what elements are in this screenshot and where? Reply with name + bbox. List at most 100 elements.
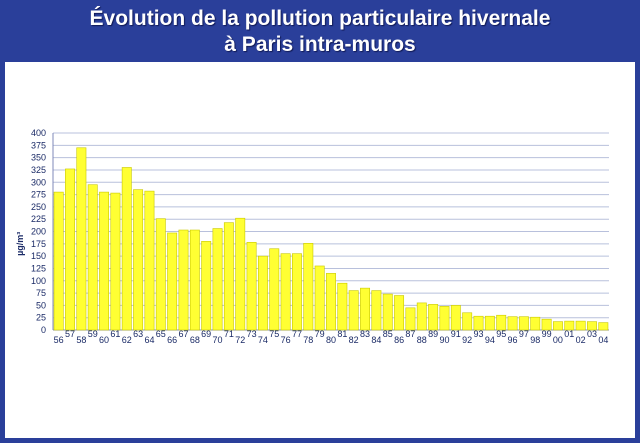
bar: [144, 190, 155, 331]
x-tick-label: 01: [564, 329, 574, 339]
bar: [167, 232, 178, 331]
x-tick-label: 82: [349, 335, 359, 345]
bar: [246, 242, 257, 331]
bar: [133, 189, 144, 331]
y-axis-label: µg/m³: [15, 232, 25, 256]
bar: [360, 287, 370, 331]
y-tick-label: 75: [36, 288, 46, 298]
x-tick-label: 61: [110, 329, 120, 339]
x-tick-label: 74: [258, 335, 268, 345]
y-tick-label: 200: [31, 227, 46, 237]
x-tick-label: 75: [269, 329, 279, 339]
chart-title-line-1: Évolution de la pollution particulaire h…: [89, 7, 551, 30]
y-tick-label: 25: [36, 313, 46, 323]
bar: [462, 312, 473, 331]
x-tick-label: 60: [99, 335, 109, 345]
x-tick-label: 98: [530, 335, 540, 345]
bar: [314, 265, 325, 331]
chart-panel: 0 25 50 75 100 125 150 175 200 225 250 275 300 325 350…: [5, 62, 635, 438]
x-tick-label: 95: [496, 329, 506, 339]
x-tick-label: 79: [315, 329, 325, 339]
y-tick-label: 400: [31, 128, 46, 138]
y-tick-label: 350: [31, 153, 46, 163]
bar: [99, 191, 110, 331]
bar: [110, 192, 121, 331]
bar: [53, 191, 64, 331]
y-tick-label: 375: [31, 140, 46, 150]
bar: [201, 241, 212, 331]
bar: [473, 315, 484, 331]
x-tick-label: 56: [54, 335, 64, 345]
x-tick-label: 80: [326, 335, 336, 345]
bar: [326, 273, 336, 331]
x-tick-label: 64: [144, 335, 154, 345]
bar: [269, 248, 280, 331]
x-tick-label: 88: [417, 335, 427, 345]
bar: [371, 290, 382, 331]
y-tick-label: 300: [31, 177, 46, 187]
bar: [76, 147, 87, 331]
bar: [530, 316, 541, 331]
x-tick-label: 63: [133, 329, 143, 339]
bar: [292, 253, 302, 331]
bar: [223, 222, 234, 331]
bar: [155, 218, 166, 331]
bar: [552, 321, 563, 331]
bar: [235, 217, 246, 331]
y-tick-label: 250: [31, 202, 46, 212]
x-tick-label: 00: [553, 335, 563, 345]
bar: [598, 322, 609, 331]
x-tick-label: 84: [371, 335, 381, 345]
bar: [450, 305, 461, 331]
x-tick-label: 78: [303, 335, 313, 345]
y-tick-label: 150: [31, 251, 46, 261]
x-tick-label: 89: [428, 329, 438, 339]
bar: [405, 307, 416, 331]
bar: [348, 290, 359, 331]
bar: [507, 316, 518, 331]
x-tick-label: 97: [519, 329, 529, 339]
x-tick-label: 90: [439, 335, 449, 345]
x-tick-label: 99: [542, 329, 552, 339]
x-tick-label: 83: [360, 329, 370, 339]
y-tick-label: 50: [36, 300, 46, 310]
bar: [337, 282, 348, 331]
bar: [587, 321, 597, 331]
x-tick-label: 70: [213, 335, 223, 345]
bar: [564, 320, 575, 331]
bar: [280, 253, 291, 331]
x-tick-label: 81: [337, 329, 347, 339]
bar: [484, 315, 495, 331]
x-tick-label: 03: [587, 329, 597, 339]
bar: [178, 229, 189, 331]
x-tick-label: 96: [508, 335, 518, 345]
bar: [428, 304, 439, 331]
bar-chart: 0 25 50 75 100 125 150 175 200 225 250 275 300 325 350…: [15, 128, 609, 345]
x-tick-label: 77: [292, 329, 302, 339]
x-tick-label: 76: [281, 335, 291, 345]
bar: [518, 316, 529, 331]
bar: [416, 302, 427, 331]
chart-title-line-2: à Paris intra-muros: [224, 33, 416, 56]
y-tick-label: 225: [31, 214, 46, 224]
x-tick-label: 93: [474, 329, 484, 339]
y-tick-label: 100: [31, 276, 46, 286]
x-tick-label: 69: [201, 329, 211, 339]
x-tick-label: 72: [235, 335, 245, 345]
bar: [212, 228, 223, 331]
x-tick-label: 04: [598, 335, 608, 345]
x-tick-label: 58: [76, 335, 86, 345]
x-tick-label: 62: [122, 335, 132, 345]
y-tick-label: 175: [31, 239, 46, 249]
y-tick-label: 125: [31, 263, 46, 273]
bar: [541, 318, 552, 331]
x-tick-label: 66: [167, 335, 177, 345]
x-tick-label: 57: [65, 329, 75, 339]
x-tick-label: 65: [156, 329, 166, 339]
bar: [189, 229, 200, 331]
x-tick-label: 73: [247, 329, 257, 339]
bar: [496, 314, 507, 331]
x-tick-label: 85: [383, 329, 393, 339]
y-tick-label: 0: [41, 325, 46, 335]
